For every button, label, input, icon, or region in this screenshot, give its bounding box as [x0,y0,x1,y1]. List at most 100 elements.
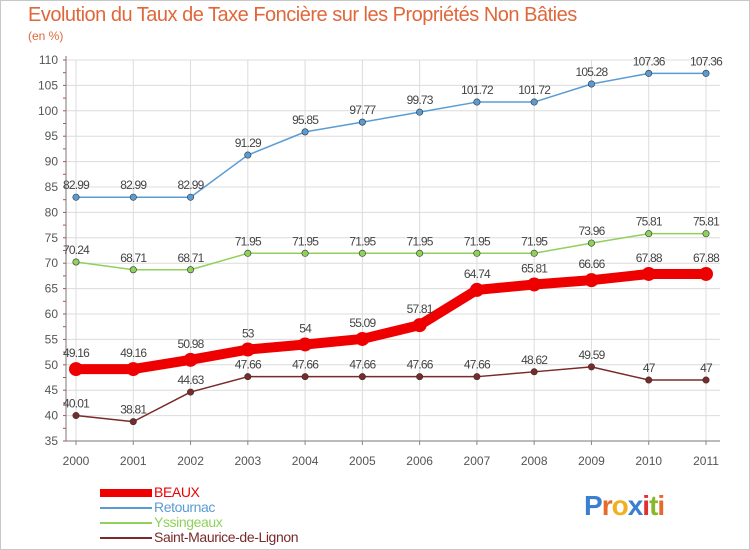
data-point-3 [645,376,653,384]
logo-letter: i [657,490,665,521]
legend-swatch [100,522,152,524]
unit-label: (en %) [28,29,64,43]
data-point-1 [530,98,538,106]
data-point-0 [641,266,656,281]
data-label-0: 49.16 [120,346,147,360]
data-label-3: 38.81 [120,403,147,417]
y-tick-label: 95 [45,129,59,143]
data-point-2 [129,266,137,274]
data-point-1 [587,80,595,88]
data-point-1 [72,193,80,201]
data-point-3 [187,388,195,396]
data-label-0: 57.81 [407,302,434,316]
x-tick-label: 2002 [177,454,204,468]
data-label-3: 40.01 [63,397,90,411]
legend-swatch [100,537,152,539]
data-point-3 [129,418,137,426]
data-point-3 [72,412,80,420]
data-label-2: 75.81 [693,215,720,229]
x-tick-label: 2003 [234,454,261,468]
y-tick-label: 45 [45,383,59,397]
data-label-1: 95.85 [292,113,319,127]
y-tick-label: 90 [45,155,59,169]
y-tick-label: 55 [45,332,59,346]
data-label-1: 107.36 [633,54,666,68]
data-point-3 [301,373,309,381]
proxiti-logo: Proxiti [584,490,665,522]
chart-title: Evolution du Taux de Taxe Foncière sur l… [28,4,577,26]
data-label-3: 47 [700,361,713,375]
data-label-0: 67.88 [693,251,720,265]
data-point-1 [702,69,710,77]
data-label-0: 64.74 [464,267,491,281]
data-label-2: 73.96 [578,224,605,238]
y-tick-label: 85 [45,180,59,194]
data-point-2 [587,239,595,247]
data-label-3: 47.66 [349,358,376,372]
data-label-2: 71.95 [235,234,262,248]
data-point-2 [702,230,710,238]
data-label-0: 67.88 [636,251,663,265]
x-tick-label: 2001 [120,454,147,468]
data-point-2 [244,249,252,257]
data-label-3: 44.63 [178,373,205,387]
data-point-1 [645,69,653,77]
x-tick-label: 2007 [464,454,491,468]
y-tick-label: 80 [45,205,59,219]
data-label-2: 70.24 [63,243,90,257]
y-tick-label: 70 [45,256,59,270]
data-label-0: 54 [299,321,312,335]
data-label-3: 48.62 [521,353,548,367]
data-label-1: 82.99 [178,178,205,192]
logo-letter: r [601,490,613,521]
data-point-2 [645,230,653,238]
line-chart: 35 40 45 50 55 60 65 70 75 80 85 90 95 100 105 110 2000 2… [38,53,724,468]
data-label-1: 101.72 [518,83,551,97]
data-point-1 [129,193,137,201]
data-point-2 [187,266,195,274]
x-tick-label: 2011 [693,454,719,468]
data-point-0 [126,362,141,377]
data-point-2 [416,249,424,257]
logo-letter: o [611,490,629,521]
data-label-1: 97.77 [349,103,376,117]
legend-label: BEAUX [154,484,200,500]
data-label-1: 99.73 [407,93,434,107]
data-point-3 [416,373,424,381]
data-point-2 [358,249,366,257]
x-tick-label: 2006 [406,454,433,468]
series-line-2 [75,232,707,271]
data-point-1 [473,98,481,106]
data-point-2 [301,249,309,257]
data-label-1: 82.99 [120,178,147,192]
data-label-0: 53 [242,327,255,341]
data-point-0 [69,362,83,377]
data-point-0 [527,277,542,292]
data-label-0: 50.98 [178,337,205,351]
legend-label: Saint-Maurice-de-Lignon [154,529,299,545]
data-label-2: 68.71 [120,251,147,265]
data-point-3 [530,368,538,376]
data-point-2 [530,249,538,257]
data-label-1: 91.29 [235,136,262,150]
y-tick-label: 100 [38,104,58,118]
data-point-2 [72,258,80,266]
data-label-0: 65.81 [521,261,548,275]
y-tick-label: 110 [39,53,58,67]
data-point-1 [358,118,366,126]
y-tick-label: 75 [45,231,59,245]
data-point-0 [699,266,713,281]
x-tick-label: 2004 [292,454,319,468]
logo-letter: t [649,490,658,521]
data-point-3 [244,373,252,381]
data-label-1: 105.28 [576,65,609,79]
y-tick-label: 40 [45,409,59,423]
data-point-1 [244,151,252,159]
series-line-0 [71,268,711,375]
logo-letter: x [627,490,644,521]
y-tick-label: 50 [45,358,59,372]
data-label-3: 47.66 [407,358,434,372]
data-label-1: 101.72 [461,83,494,97]
x-tick-label: 2009 [578,454,605,468]
legend-swatch [100,489,152,497]
